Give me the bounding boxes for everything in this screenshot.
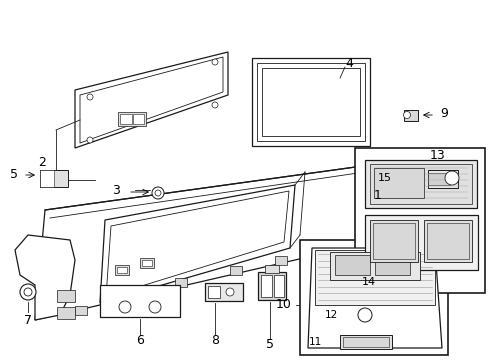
Bar [273,275,284,297]
Text: 2: 2 [38,156,46,168]
Bar [118,112,146,126]
Text: 13: 13 [429,149,445,162]
Bar [299,240,447,355]
Bar [117,267,127,273]
Circle shape [212,59,218,65]
Bar [57,290,75,302]
Bar [374,255,409,275]
Bar [133,114,143,124]
Circle shape [149,301,161,313]
Text: 4: 4 [345,57,352,69]
Bar [120,114,132,124]
Bar [339,335,391,349]
Bar [373,168,423,198]
Polygon shape [251,58,369,146]
Text: 3: 3 [112,184,120,197]
Bar [175,278,186,287]
Text: 11: 11 [308,337,321,347]
Polygon shape [15,235,75,320]
Bar [57,307,75,319]
Bar [403,110,417,121]
Bar [261,275,271,297]
Bar [314,250,434,305]
Circle shape [87,137,93,143]
Bar [342,337,388,347]
Bar [207,286,220,298]
Text: 15: 15 [377,173,391,183]
Circle shape [444,171,458,185]
Circle shape [24,288,32,296]
Text: 7: 7 [24,314,32,327]
Text: 10: 10 [276,298,291,311]
Polygon shape [257,63,364,141]
Bar [40,170,54,187]
Polygon shape [307,248,441,348]
Polygon shape [106,191,288,297]
Bar [329,252,419,280]
Circle shape [225,288,234,296]
Text: 12: 12 [324,310,337,320]
Bar [426,223,468,259]
Text: 9: 9 [439,107,447,120]
Bar [334,255,369,275]
Circle shape [20,284,36,300]
Circle shape [87,94,93,100]
Polygon shape [35,165,369,320]
Text: 6: 6 [136,333,143,346]
Circle shape [212,102,218,108]
Text: 5: 5 [265,338,273,351]
Polygon shape [364,215,477,270]
Circle shape [403,112,409,118]
Bar [258,272,285,300]
Bar [264,265,279,273]
Bar [423,220,471,262]
Bar [274,256,286,265]
Circle shape [119,301,131,313]
Bar [40,170,68,187]
Circle shape [357,308,371,322]
Bar [369,220,417,262]
Bar [142,260,152,266]
Bar [75,306,87,315]
Polygon shape [100,185,294,303]
Bar [369,164,471,204]
Bar [364,160,476,208]
Bar [204,283,243,301]
Bar [115,265,129,275]
Text: 14: 14 [361,277,375,287]
Polygon shape [80,57,223,143]
Bar [140,258,154,268]
Bar [100,285,180,317]
Circle shape [155,190,161,196]
Text: 1: 1 [373,189,381,202]
Circle shape [152,187,163,199]
Text: 8: 8 [210,333,219,346]
Text: 5: 5 [10,167,18,180]
Bar [427,173,449,185]
Polygon shape [262,68,359,136]
Bar [125,291,137,300]
Bar [427,170,457,188]
Bar [229,266,242,275]
Polygon shape [75,52,227,148]
Bar [354,148,484,293]
Bar [372,223,414,259]
